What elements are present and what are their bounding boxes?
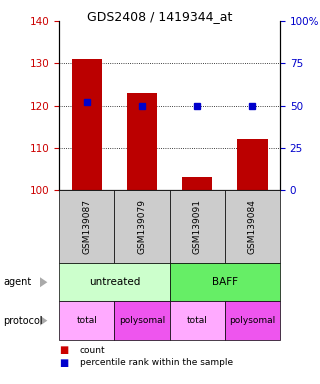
Text: BAFF: BAFF — [212, 277, 238, 287]
Text: total: total — [187, 316, 208, 325]
Text: GSM139079: GSM139079 — [138, 199, 147, 254]
Text: protocol: protocol — [3, 316, 43, 326]
Text: agent: agent — [3, 277, 31, 287]
Text: ■: ■ — [59, 345, 68, 355]
Bar — [72, 59, 102, 190]
Bar — [237, 139, 268, 190]
Text: untreated: untreated — [89, 277, 140, 287]
Text: polysomal: polysomal — [119, 316, 165, 325]
Text: percentile rank within the sample: percentile rank within the sample — [80, 358, 233, 367]
Text: GSM139087: GSM139087 — [82, 199, 91, 254]
Bar — [127, 93, 157, 190]
Text: GDS2408 / 1419344_at: GDS2408 / 1419344_at — [87, 10, 233, 23]
Text: GSM139084: GSM139084 — [248, 199, 257, 254]
Text: polysomal: polysomal — [229, 316, 276, 325]
Text: ■: ■ — [59, 358, 68, 368]
Text: GSM139091: GSM139091 — [193, 199, 202, 254]
Bar — [182, 177, 212, 190]
Text: count: count — [80, 346, 106, 355]
Text: total: total — [76, 316, 97, 325]
